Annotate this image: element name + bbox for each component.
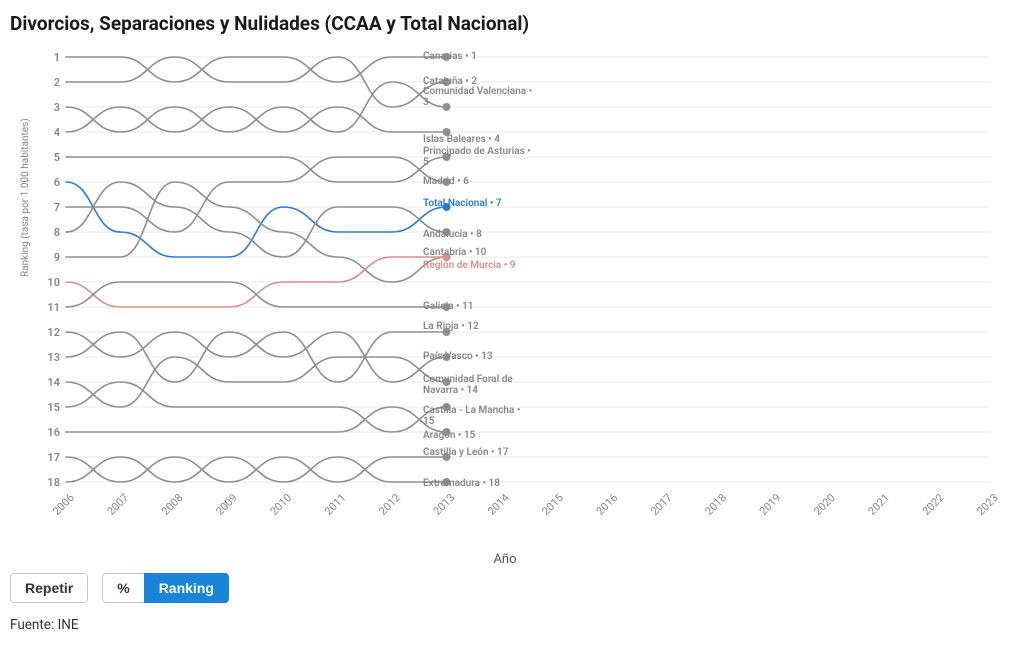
svg-text:15: 15 [47, 401, 60, 414]
repeat-button[interactable]: Repetir [10, 573, 88, 603]
series-label-clm: Castilla - La Mancha • 15 [423, 404, 533, 428]
svg-text:2012: 2012 [376, 491, 403, 518]
svg-text:2021: 2021 [865, 491, 892, 518]
svg-text:2009: 2009 [213, 491, 240, 518]
svg-text:2016: 2016 [594, 491, 621, 518]
series-label-rioja: La Rioja • 12 [423, 321, 479, 333]
svg-text:10: 10 [47, 276, 60, 289]
svg-text:8: 8 [54, 226, 60, 239]
series-label-aragon: Aragón • 15 [423, 430, 475, 442]
series-label-galicia: Galicia • 11 [423, 301, 474, 313]
controls-row: Repetir % Ranking [10, 573, 1010, 603]
svg-text:2020: 2020 [811, 491, 838, 518]
svg-text:18: 18 [47, 476, 60, 489]
svg-text:12: 12 [47, 326, 60, 339]
series-line-asturias [66, 157, 446, 182]
series-label-valencia: Comunidad Valenciana • 3 [423, 85, 533, 109]
series-line-madrid [66, 157, 446, 232]
svg-text:2013: 2013 [431, 491, 458, 518]
bump-chart: Ranking (tasa por 1.000 habitantes) 1234… [10, 47, 1000, 567]
svg-text:2023: 2023 [974, 491, 1000, 518]
series-label-navarra: Comunidad Foral de Navarra • 14 [423, 373, 533, 397]
series-line-aragon [66, 407, 446, 432]
series-label-madrid: Madrid • 6 [423, 176, 469, 188]
svg-text:2019: 2019 [757, 491, 784, 518]
svg-text:2022: 2022 [920, 491, 947, 518]
series-label-murcia: Región de Murcia • 9 [423, 254, 516, 278]
series-label-paisvasco: País Vasco • 13 [423, 351, 493, 363]
view-toggle: % Ranking [102, 573, 229, 603]
svg-text:14: 14 [47, 376, 60, 389]
series-label-asturias: Principado de Asturias • 5 [423, 145, 533, 169]
svg-text:5: 5 [54, 151, 60, 164]
chart-svg: 1234567891011121314151617182006200720082… [10, 47, 1000, 537]
ranking-button[interactable]: Ranking [144, 573, 229, 603]
svg-text:2018: 2018 [702, 491, 729, 518]
source-text: Fuente: INE [10, 617, 1010, 633]
percent-button[interactable]: % [102, 573, 144, 603]
x-axis-label: Año [10, 552, 1000, 567]
svg-text:2017: 2017 [648, 491, 675, 518]
y-axis-label: Ranking (tasa por 1.000 habitantes) [20, 118, 31, 277]
series-label-canarias: Canarias • 1 [423, 51, 477, 63]
series-label-nacional: Total Nacional • 7 [423, 198, 502, 210]
series-line-extrem [66, 457, 446, 482]
svg-text:2007: 2007 [105, 491, 132, 518]
series-label-cyl: Castilla y León • 17 [423, 447, 508, 459]
svg-text:7: 7 [54, 201, 60, 214]
svg-text:11: 11 [47, 301, 60, 314]
svg-text:2011: 2011 [322, 491, 349, 518]
svg-text:2010: 2010 [268, 491, 295, 518]
svg-text:9: 9 [54, 251, 60, 264]
page-title: Divorcios, Separaciones y Nulidades (CCA… [10, 12, 1010, 35]
series-line-galicia [66, 282, 446, 307]
svg-text:13: 13 [47, 351, 60, 364]
series-label-andalucia: Andalucía • 8 [423, 229, 482, 241]
svg-text:2008: 2008 [159, 491, 186, 518]
series-line-canarias [66, 57, 446, 82]
svg-text:6: 6 [54, 176, 60, 189]
svg-text:2: 2 [54, 76, 60, 89]
svg-text:4: 4 [54, 126, 60, 139]
svg-text:3: 3 [54, 101, 60, 114]
svg-text:2006: 2006 [50, 491, 77, 518]
svg-text:17: 17 [47, 451, 60, 464]
svg-text:2014: 2014 [485, 491, 512, 518]
series-label-extrem: Extremadura • 18 [423, 478, 500, 490]
series-line-baleares [66, 107, 446, 132]
svg-text:2015: 2015 [539, 491, 566, 518]
svg-text:16: 16 [47, 426, 60, 439]
svg-text:1: 1 [54, 51, 60, 64]
